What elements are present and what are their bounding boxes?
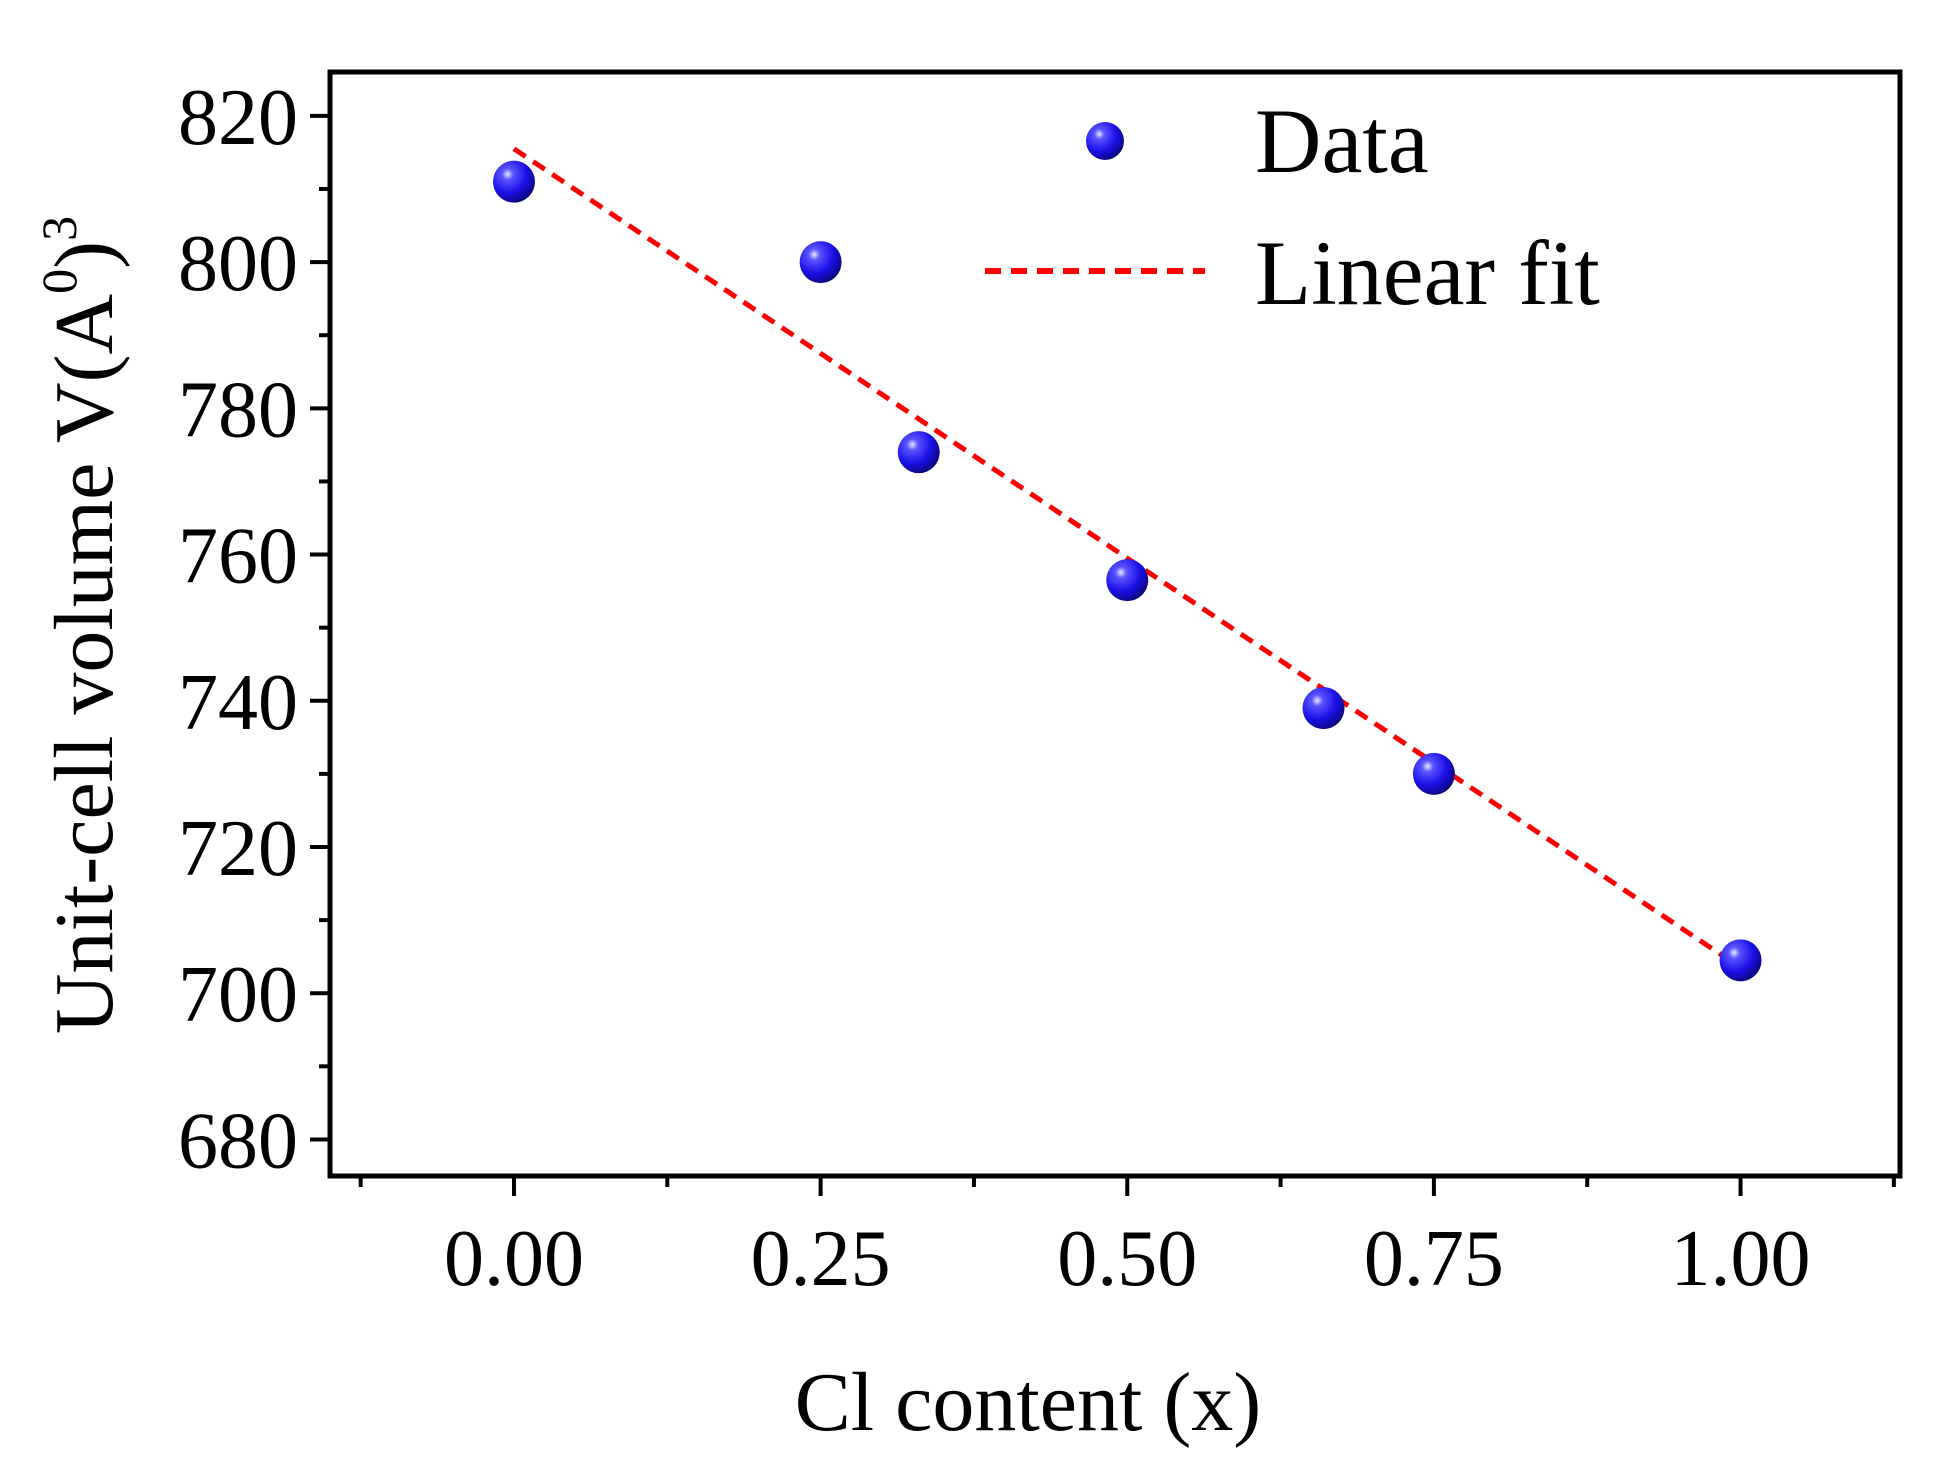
y-tick-label-0: 680 — [178, 1097, 298, 1185]
data-point-5 — [1412, 752, 1455, 795]
y-tick-label-7: 820 — [178, 74, 298, 162]
x-tick-label-2: 0.50 — [1057, 1215, 1197, 1303]
x-tick-label-4: 1.00 — [1671, 1215, 1811, 1303]
data-point-2 — [897, 431, 940, 474]
x-tick-label-1: 0.25 — [751, 1215, 891, 1303]
y-tick-label-2: 720 — [178, 805, 298, 893]
y-axis-title-close: ) — [38, 241, 131, 269]
y-axis-title-sup-outer: 3 — [31, 216, 87, 241]
legend: Data Linear fit — [985, 90, 1600, 324]
legend-data-label: Data — [1255, 90, 1429, 192]
x-tick-label-3: 0.75 — [1364, 1215, 1504, 1303]
y-tick-label-3: 740 — [178, 659, 298, 747]
x-axis-title: Cl content (x) — [795, 1356, 1262, 1449]
data-point-6 — [1719, 939, 1762, 982]
y-axis-title-sup-inner: 0 — [31, 269, 87, 294]
y-tick-label-4: 760 — [178, 513, 298, 601]
y-tick-label-6: 800 — [178, 220, 298, 308]
data-point-1 — [799, 241, 842, 284]
y-tick-label-1: 700 — [178, 951, 298, 1039]
data-point-0 — [492, 160, 535, 203]
data-point-3 — [1106, 559, 1149, 602]
y-axis-title: Unit-cell volume V(A0)3 — [31, 216, 131, 1034]
x-tick-label-0: 0.00 — [444, 1215, 584, 1303]
linear-fit-line — [512, 146, 1742, 970]
y-axis-title-main: Unit-cell volume V(A — [38, 294, 131, 1035]
legend-data-marker — [1086, 122, 1124, 160]
plot-frame — [327, 69, 1903, 1179]
y-tick-label-5: 780 — [178, 366, 298, 454]
legend-fit-label: Linear fit — [1255, 222, 1600, 324]
data-point-4 — [1302, 687, 1345, 730]
